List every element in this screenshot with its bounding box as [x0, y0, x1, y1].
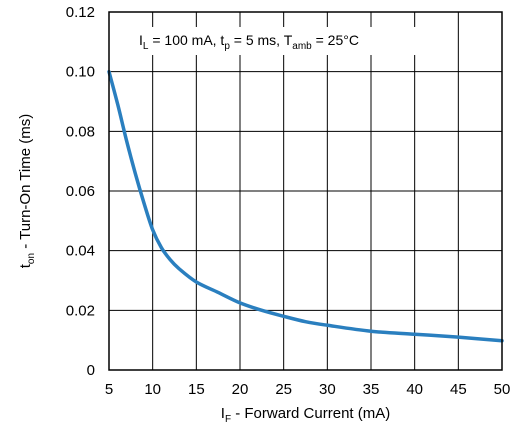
- x-tick-label: 50: [494, 381, 511, 398]
- x-axis-label-text: - Forward Current (mA): [231, 405, 390, 422]
- y-tick-label: 0.02: [66, 302, 95, 319]
- annotation-segment: = 25°C: [312, 32, 359, 48]
- annotation-segment: = 5 ms, T: [230, 32, 293, 48]
- x-tick-label: 35: [363, 381, 380, 398]
- x-axis-label-subscript: F: [225, 414, 231, 425]
- x-tick-label: 25: [275, 381, 292, 398]
- y-tick-label: 0: [87, 362, 95, 379]
- x-tick-label: 30: [319, 381, 336, 398]
- y-axis-label-text: - Turn-On Time (ms): [17, 114, 34, 253]
- series-lines: [107, 69, 504, 343]
- x-tick-label: 5: [105, 381, 113, 398]
- y-axis-label: ton - Turn-On Time (ms): [17, 114, 37, 268]
- plot-frame: [108, 11, 503, 371]
- y-axis-label-subscript: on: [26, 253, 37, 264]
- y-tick-label: 0.08: [66, 123, 95, 140]
- x-axis-label-main: I: [221, 405, 225, 422]
- annotation-subscript: p: [224, 41, 230, 52]
- y-tick-label: 0.12: [66, 4, 95, 21]
- y-tick-label: 0.10: [66, 64, 95, 81]
- x-tick-label: 10: [144, 381, 161, 398]
- y-tick-label: 0.06: [66, 183, 95, 200]
- tick-labels: 5 10 15 20 25 30 35 40 45 50 0 0.02 0.04 0.06 0.08 0.10…: [66, 4, 511, 398]
- conditions-annotation: IL = 100 mA, tp = 5 ms, Tamb = 25°C: [139, 32, 359, 52]
- y-tick-label: 0.04: [66, 243, 95, 260]
- x-tick-label: 20: [232, 381, 249, 398]
- annotation-segment: I: [139, 32, 143, 48]
- series-line: [107, 69, 504, 343]
- x-tick-label: 45: [450, 381, 467, 398]
- annotation-subscript: L: [143, 41, 149, 52]
- x-tick-label: 40: [406, 381, 423, 398]
- annotation-box: [131, 27, 431, 55]
- grid-lines: [108, 11, 503, 371]
- y-axis-label-main: t: [17, 263, 34, 268]
- annotation-segment: = 100 mA, t: [148, 32, 224, 48]
- x-tick-label: 15: [188, 381, 205, 398]
- annotation-subscript: amb: [292, 41, 312, 52]
- x-axis-label: IF - Forward Current (mA): [221, 405, 390, 425]
